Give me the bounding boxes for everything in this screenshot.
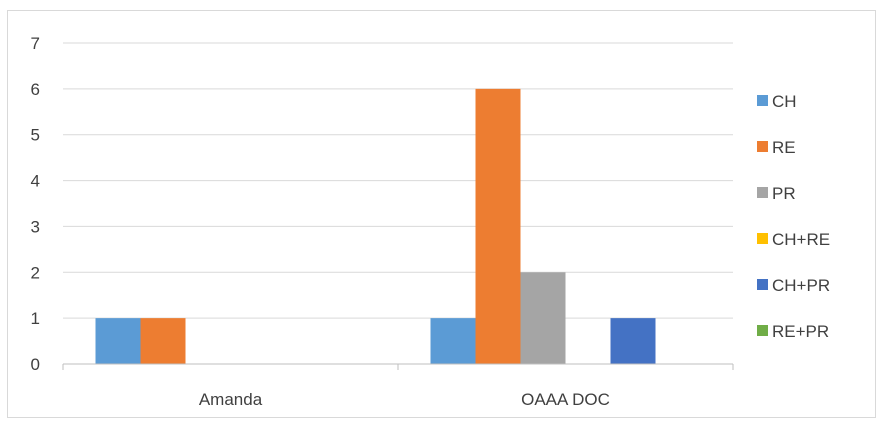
y-tick-label: 5: [31, 126, 40, 145]
legend-label: RE: [772, 138, 796, 157]
axes: 0 1 2 3 4 5 6 7 Amanda OAAA DOC: [31, 34, 734, 409]
gridlines: [63, 42, 733, 319]
bar-ch-1: [430, 318, 476, 364]
y-tick-label: 2: [31, 263, 40, 282]
y-tick-label: 4: [31, 172, 40, 191]
legend-swatch: [757, 279, 768, 290]
bar-re-1: [475, 88, 521, 364]
bars: [95, 88, 656, 364]
legend-swatch: [757, 325, 768, 336]
legend-label: CH+PR: [772, 276, 830, 295]
legend-label: CH: [772, 92, 797, 111]
legend-label: RE+PR: [772, 322, 829, 341]
bar-ch-0: [95, 318, 141, 364]
legend: CH RE PR CH+RE CH+PR RE+PR: [757, 92, 830, 341]
bar-ch-pr-1: [610, 318, 656, 364]
legend-swatch: [757, 187, 768, 198]
y-tick-label: 1: [31, 309, 40, 328]
x-tick-label: OAAA DOC: [521, 390, 610, 409]
legend-label: CH+RE: [772, 230, 830, 249]
bar-pr-1: [520, 272, 566, 364]
legend-swatch: [757, 233, 768, 244]
legend-label: PR: [772, 184, 796, 203]
y-tick-label: 6: [31, 80, 40, 99]
y-tick-label: 0: [31, 355, 40, 374]
y-tick-label: 3: [31, 217, 40, 236]
legend-swatch: [757, 141, 768, 152]
x-tick-label: Amanda: [199, 390, 263, 409]
bar-re-0: [140, 318, 186, 364]
legend-swatch: [757, 95, 768, 106]
y-tick-label: 7: [31, 34, 40, 53]
